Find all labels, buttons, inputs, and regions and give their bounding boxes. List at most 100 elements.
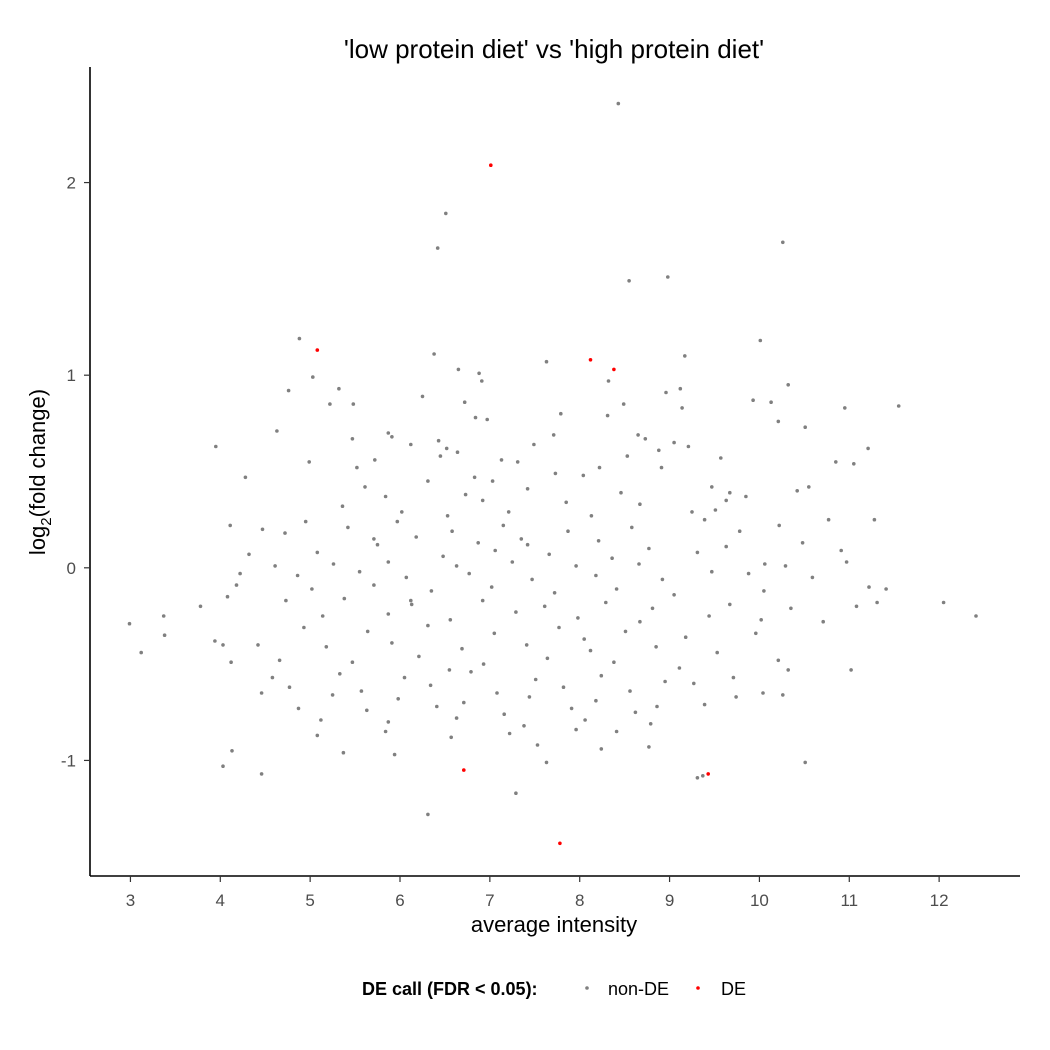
- point-non-de-106: [283, 531, 287, 535]
- point-non-de-114: [839, 548, 843, 553]
- point-non-de-72: [744, 494, 748, 499]
- point-non-de-101: [501, 523, 506, 528]
- point-non-de-238: [435, 704, 439, 709]
- point-non-de-224: [628, 689, 632, 693]
- point-non-de-173: [576, 616, 580, 620]
- y-tick-label-2: 1: [67, 366, 76, 385]
- point-non-de-45: [643, 437, 648, 441]
- point-non-de-54: [373, 458, 377, 462]
- point-non-de-76: [426, 479, 430, 483]
- point-non-de-185: [623, 629, 628, 634]
- point-non-de-196: [654, 645, 658, 649]
- y-axis-title-subscript: 2: [38, 517, 55, 525]
- point-non-de-34: [605, 413, 610, 418]
- point-de-0: [489, 163, 493, 167]
- point-non-de-125: [331, 562, 336, 566]
- point-non-de-252: [507, 731, 512, 736]
- legend-key-de: [696, 986, 700, 990]
- point-non-de-23: [751, 398, 755, 403]
- point-non-de-182: [426, 623, 430, 628]
- point-non-de-222: [495, 691, 499, 695]
- point-non-de-181: [365, 629, 370, 634]
- point-non-de-140: [660, 577, 665, 582]
- point-non-de-168: [161, 614, 166, 618]
- point-non-de-60: [834, 460, 838, 464]
- point-non-de-171: [448, 618, 453, 622]
- point-non-de-117: [441, 554, 445, 559]
- point-non-de-136: [404, 575, 409, 580]
- point-non-de-30: [351, 402, 356, 406]
- point-de-4: [462, 768, 466, 772]
- y-tick-label-0: -1: [61, 751, 76, 770]
- point-non-de-87: [340, 504, 345, 509]
- point-non-de-164: [854, 604, 859, 609]
- point-non-de-205: [612, 660, 616, 664]
- y-tick-label-3: 2: [67, 174, 76, 193]
- point-non-de-229: [396, 697, 401, 701]
- point-non-de-70: [807, 485, 811, 489]
- point-non-de-12: [456, 367, 461, 372]
- point-de-5: [706, 772, 710, 776]
- point-non-de-236: [296, 706, 301, 711]
- point-non-de-158: [480, 598, 485, 603]
- point-non-de-255: [230, 749, 234, 753]
- point-non-de-84: [564, 500, 568, 505]
- point-non-de-269: [447, 668, 452, 672]
- point-non-de-156: [342, 596, 347, 601]
- point-non-de-111: [596, 539, 601, 543]
- point-non-de-232: [594, 698, 598, 703]
- point-non-de-251: [449, 735, 454, 740]
- point-non-de-219: [287, 685, 292, 689]
- point-non-de-204: [545, 656, 550, 661]
- point-non-de-241: [633, 710, 638, 715]
- point-non-de-259: [599, 747, 604, 751]
- legend-label-non-de: non-DE: [608, 979, 669, 999]
- x-tick-label-3: 3: [126, 891, 135, 910]
- point-non-de-89: [445, 514, 450, 518]
- point-non-de-217: [731, 675, 736, 680]
- point-non-de-4: [627, 279, 631, 283]
- x-tick-label-4: 4: [216, 891, 225, 910]
- point-non-de-202: [417, 654, 421, 659]
- chart-title: 'low protein diet' vs 'high protein diet…: [344, 34, 764, 64]
- point-non-de-183: [492, 631, 497, 636]
- point-non-de-227: [259, 691, 264, 695]
- point-non-de-207: [776, 658, 781, 663]
- point-non-de-272: [519, 537, 524, 541]
- point-non-de-108: [414, 535, 419, 539]
- point-non-de-130: [637, 562, 641, 566]
- point-non-de-172: [514, 610, 518, 614]
- point-non-de-147: [489, 585, 494, 589]
- point-non-de-221: [428, 683, 433, 688]
- point-non-de-203: [481, 662, 486, 666]
- point-non-de-123: [844, 560, 849, 564]
- point-non-de-208: [849, 668, 853, 672]
- point-non-de-91: [589, 514, 594, 518]
- legend-title: DE call (FDR < 0.05):: [362, 979, 538, 999]
- point-non-de-57: [515, 460, 520, 464]
- point-non-de-78: [525, 487, 530, 491]
- point-non-de-86: [690, 510, 694, 514]
- point-non-de-186: [683, 635, 688, 639]
- point-non-de-154: [225, 594, 230, 599]
- point-non-de-20: [286, 388, 291, 393]
- point-non-de-42: [551, 433, 556, 437]
- point-non-de-40: [390, 435, 394, 439]
- point-non-de-14: [480, 379, 484, 383]
- point-non-de-143: [234, 583, 239, 587]
- point-non-de-220: [359, 689, 364, 693]
- point-non-de-228: [330, 693, 335, 697]
- point-non-de-77: [490, 479, 495, 483]
- point-non-de-29: [328, 402, 332, 406]
- point-non-de-15: [786, 383, 790, 387]
- point-non-de-211: [338, 672, 342, 676]
- point-non-de-180: [302, 625, 306, 630]
- point-non-de-138: [530, 577, 534, 582]
- point-non-de-31: [473, 415, 478, 420]
- point-non-de-212: [402, 675, 407, 680]
- point-non-de-21: [769, 400, 773, 405]
- point-non-de-50: [657, 448, 661, 453]
- point-non-de-142: [810, 575, 815, 580]
- point-non-de-178: [974, 614, 978, 618]
- point-non-de-192: [390, 641, 394, 645]
